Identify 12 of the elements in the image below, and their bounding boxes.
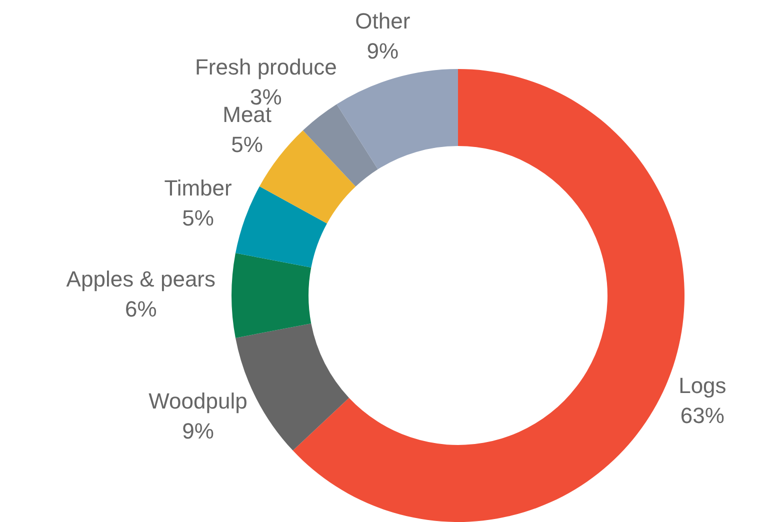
data-label: 9% — [366, 38, 399, 64]
slice-label: Apples & pears — [66, 266, 216, 292]
slice-label: Fresh produce — [194, 54, 337, 80]
slice-label: Woodpulp — [148, 388, 248, 414]
slice-label: Logs — [678, 373, 726, 398]
data-label: 5% — [231, 132, 263, 157]
data-label: 5% — [182, 206, 214, 231]
data-label: 63% — [680, 403, 724, 428]
data-label: 6% — [125, 296, 157, 322]
slice-label: Timber — [164, 176, 232, 201]
slice-label: Other — [355, 8, 410, 34]
data-label: 9% — [182, 418, 214, 444]
